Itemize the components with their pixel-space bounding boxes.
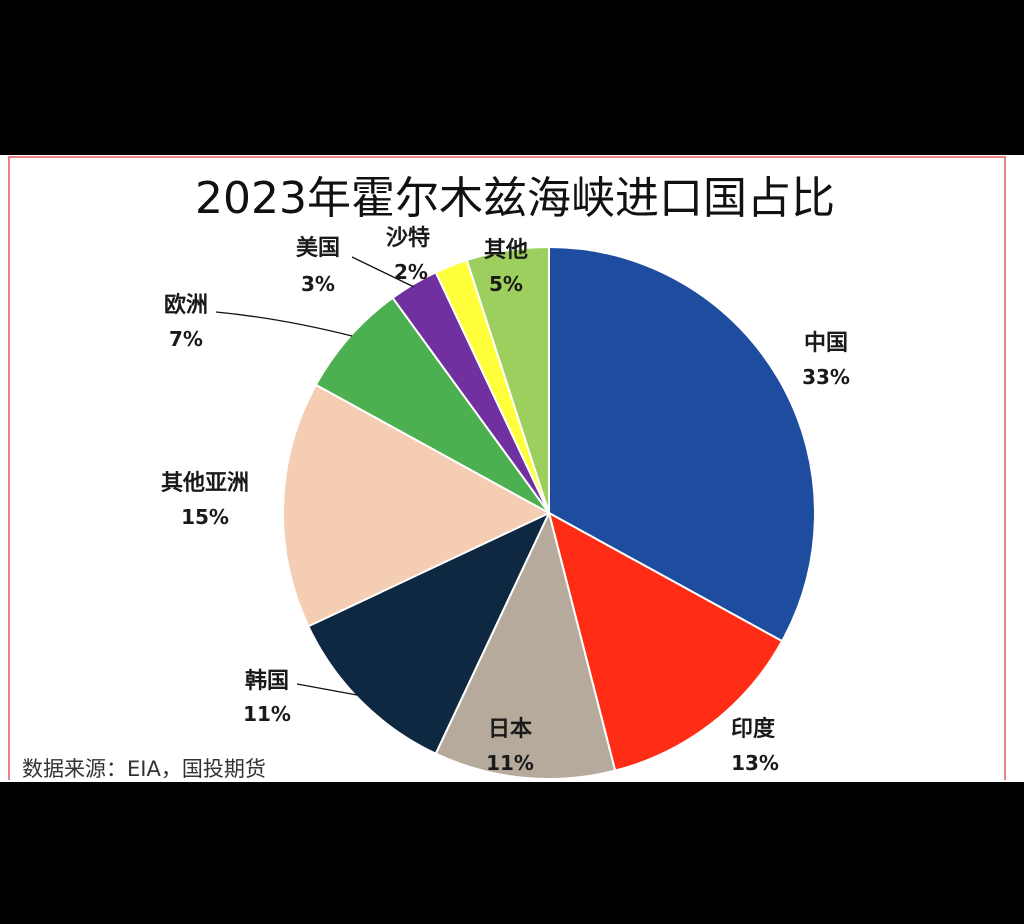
pie-slice-0 <box>548 246 817 643</box>
slice-label-china: 中国 <box>804 331 848 356</box>
slice-value-china: 33% <box>802 365 850 389</box>
slice-value-europe: 7% <box>169 327 203 351</box>
slice-value-saudi: 2% <box>394 260 428 284</box>
pie-slices <box>282 246 817 780</box>
slice-label-japan: 日本 <box>488 717 532 742</box>
slice-label-saudi: 沙特 <box>386 225 430 251</box>
pie-slice-8 <box>465 246 550 514</box>
slice-label-india: 印度 <box>731 716 776 742</box>
slice-label-korea: 韩国 <box>245 668 289 694</box>
chart-title: 2023年霍尔木兹海峡进口国占比 <box>195 173 835 224</box>
leader-line-usa <box>351 256 415 288</box>
source-note: 数据来源：EIA，国投期货 <box>22 757 266 781</box>
pie-slice-4 <box>282 383 550 628</box>
slice-value-other: 5% <box>489 272 523 296</box>
pie-slice-2 <box>434 512 617 780</box>
slice-label-usa: 美国 <box>296 235 340 261</box>
panel-border <box>8 156 1006 780</box>
pie-slice-3 <box>307 512 550 755</box>
slice-value-other-asia: 15% <box>181 505 229 529</box>
slice-label-europe: 欧洲 <box>164 292 208 318</box>
slice-value-japan: 11% <box>486 751 534 775</box>
pie-slice-1 <box>548 512 784 772</box>
slice-value-korea: 11% <box>243 702 291 726</box>
slice-label-other: 其他 <box>484 238 528 263</box>
slice-label-other-asia: 其他亚洲 <box>161 471 249 496</box>
slice-value-usa: 3% <box>301 272 335 296</box>
pie-slice-5 <box>314 296 550 514</box>
leader-line-korea <box>296 683 358 696</box>
slice-value-india: 13% <box>731 751 779 775</box>
leader-line-europe <box>215 311 353 337</box>
